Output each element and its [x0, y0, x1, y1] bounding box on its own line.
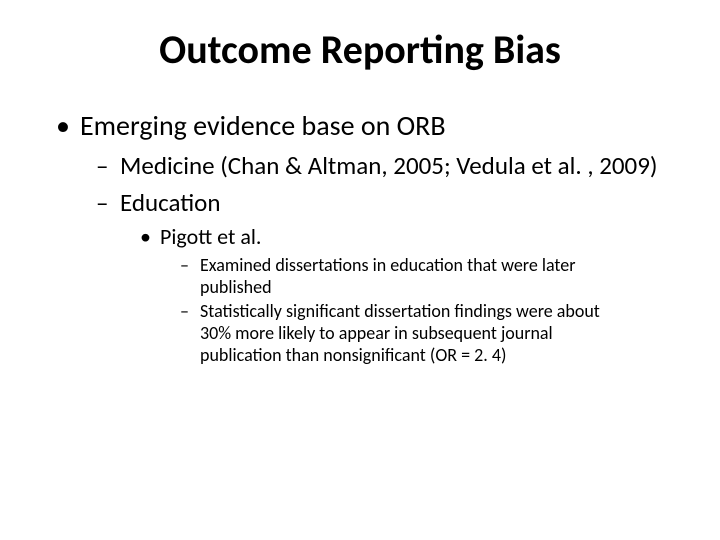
bullet-text: Statistically significant dissertation f… [200, 300, 600, 366]
bullet-text: Medicine (Chan & Altman, 2005; Vedula et… [120, 150, 657, 181]
bullet-level2: Medicine (Chan & Altman, 2005; Vedula et… [60, 151, 660, 182]
bullet-level4: Statistically significant dissertation f… [60, 301, 660, 367]
bullet-text: Emerging evidence base on ORB [80, 108, 446, 143]
bullet-level3: Pigott et al. [60, 224, 660, 251]
bullet-text: Education [120, 187, 220, 218]
bullet-text: Examined dissertations in education that… [200, 254, 576, 298]
slide-title: Outcome Reporting Bias [60, 28, 660, 72]
bullet-level2: Education [60, 188, 660, 219]
bullet-level1: Emerging evidence base on ORB [60, 108, 660, 143]
bullet-text: Pigott et al. [160, 223, 261, 250]
slide-container: Outcome Reporting Bias Emerging evidence… [0, 0, 720, 540]
bullet-level4: Examined dissertations in education that… [60, 255, 660, 299]
